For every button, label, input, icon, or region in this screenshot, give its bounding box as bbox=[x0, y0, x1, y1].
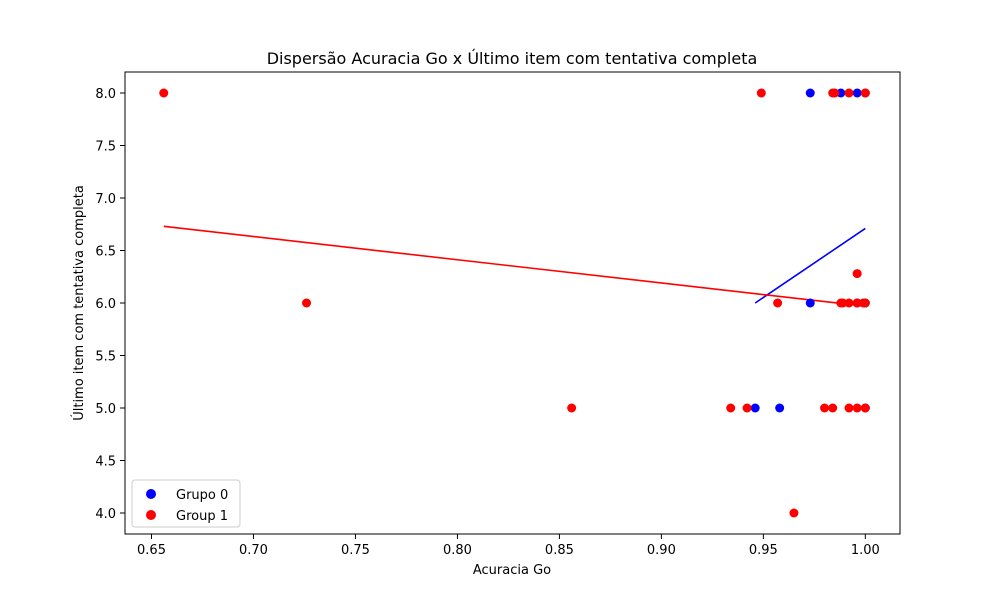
data-point-series-0 bbox=[852, 88, 862, 98]
data-point-series-1 bbox=[789, 508, 799, 518]
data-point-series-1 bbox=[844, 403, 854, 413]
y-tick-label: 7.5 bbox=[95, 140, 116, 155]
data-point-series-0 bbox=[775, 403, 785, 413]
data-points bbox=[159, 88, 870, 518]
axes-frame bbox=[124, 71, 901, 535]
y-axis-label: Último item com tentativa completa bbox=[71, 185, 87, 421]
data-point-series-0 bbox=[750, 403, 760, 413]
x-tick-label: 0.65 bbox=[137, 543, 166, 558]
data-point-series-1 bbox=[860, 403, 870, 413]
data-point-series-1 bbox=[302, 298, 312, 308]
data-point-series-1 bbox=[860, 88, 870, 98]
y-tick-label: 6.0 bbox=[95, 297, 116, 312]
data-point-series-1 bbox=[159, 88, 169, 98]
legend-box bbox=[131, 479, 241, 528]
x-tick-label: 0.80 bbox=[443, 543, 472, 558]
x-tick-label: 0.70 bbox=[239, 543, 268, 558]
trend-lines bbox=[163, 225, 866, 307]
data-point-series-1 bbox=[742, 403, 752, 413]
data-point-series-1 bbox=[860, 298, 870, 308]
legend-label-grupo-0: Grupo 0 bbox=[176, 488, 228, 503]
y-tick-label: 8.0 bbox=[95, 87, 116, 102]
x-tick-label: 1.00 bbox=[851, 543, 880, 558]
chart-title: Dispersão Acuracia Go x Último item com … bbox=[267, 49, 758, 68]
legend-marker-grupo-0 bbox=[146, 489, 156, 499]
trend-line-series-0 bbox=[754, 227, 866, 304]
y-tick-label: 4.5 bbox=[95, 455, 116, 470]
data-point-series-1 bbox=[844, 88, 854, 98]
data-point-series-1 bbox=[567, 403, 577, 413]
y-tick-label: 6.5 bbox=[95, 245, 116, 260]
y-tick-label: 4.0 bbox=[95, 507, 116, 522]
x-axis-label: Acuracia Go bbox=[473, 563, 551, 578]
x-tick-label: 0.75 bbox=[341, 543, 370, 558]
data-point-series-1 bbox=[844, 298, 854, 308]
data-point-series-0 bbox=[805, 298, 815, 308]
data-point-series-1 bbox=[773, 298, 783, 308]
data-point-series-1 bbox=[852, 403, 862, 413]
data-point-series-1 bbox=[828, 403, 838, 413]
y-tick-label: 5.5 bbox=[95, 350, 116, 365]
data-point-series-1 bbox=[830, 88, 840, 98]
data-point-series-1 bbox=[756, 88, 766, 98]
data-point-series-1 bbox=[726, 403, 736, 413]
trend-line-series-1 bbox=[163, 225, 866, 307]
data-point-series-1 bbox=[820, 403, 830, 413]
x-tick-label: 0.85 bbox=[545, 543, 574, 558]
x-axis-ticks: 0.65 0.70 0.75 0.80 0.85 0.90 0.95 1.00 bbox=[137, 534, 880, 558]
y-tick-label: 7.0 bbox=[95, 192, 116, 207]
x-tick-label: 0.95 bbox=[749, 543, 778, 558]
y-axis-ticks: 4.0 4.5 5.0 5.5 6.0 6.5 7.0 7.5 8.0 bbox=[95, 87, 125, 522]
y-tick-label: 5.0 bbox=[95, 402, 116, 417]
data-point-series-0 bbox=[805, 88, 815, 98]
data-point-series-1 bbox=[852, 269, 862, 279]
legend: Grupo 0 Group 1 bbox=[131, 479, 241, 528]
x-tick-label: 0.90 bbox=[647, 543, 676, 558]
legend-label-group-1: Group 1 bbox=[176, 509, 228, 524]
legend-marker-group-1 bbox=[146, 510, 156, 520]
